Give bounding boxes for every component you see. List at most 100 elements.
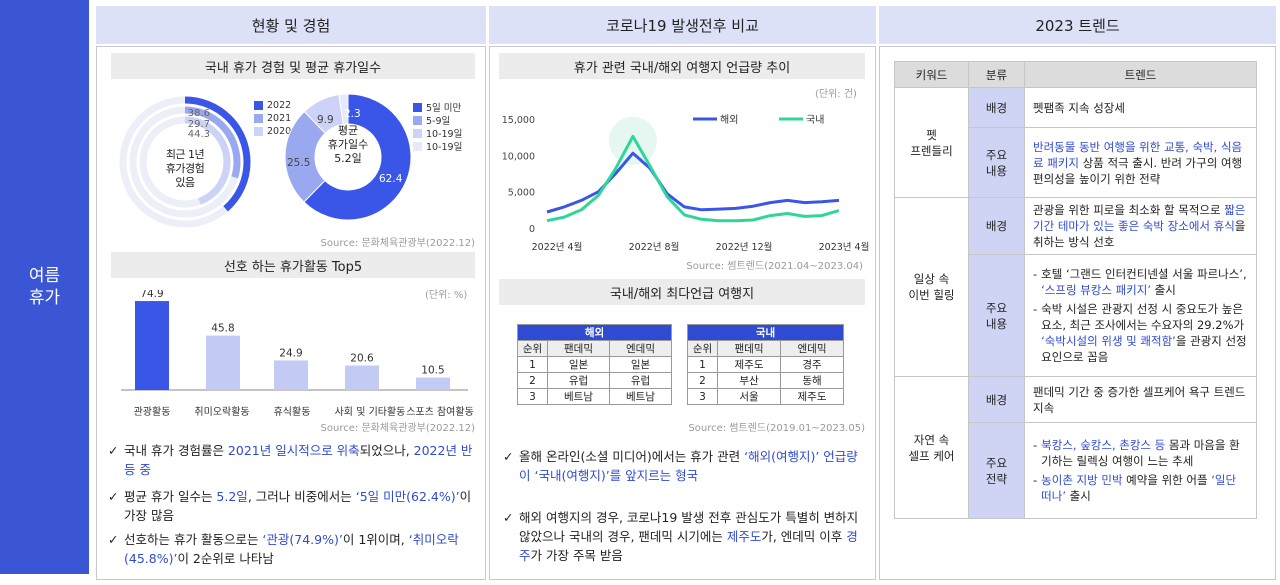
summary-bullet: ✓ 선호하는 휴가 활동으로는 ‘관광(74.9%)’이 1위이며, ‘취미오락(… xyxy=(108,530,480,568)
ring-legend-2022: 2022 xyxy=(254,100,291,111)
domestic-header-endemic: 엔데믹 xyxy=(780,340,844,357)
y-tick-3: 15,000 xyxy=(502,115,535,126)
ring-value-2022: 38.6 xyxy=(187,108,210,119)
table-section-title: 국내/해외 최다언급 여행지 xyxy=(499,279,865,305)
line-legend-domestic: 국내 xyxy=(806,114,824,126)
domestic-cell: 제주도 xyxy=(717,356,781,373)
bar-unit: (단위: %) xyxy=(425,290,468,301)
trend-category: 주요 내용 xyxy=(968,254,1025,377)
domestic-cell: 3 xyxy=(687,388,718,405)
domestic-header-rank: 순위 xyxy=(687,340,718,357)
domestic-row: 3 서울 제주도 xyxy=(687,388,844,405)
bar-5 xyxy=(416,377,450,390)
x-tick-2: 2022년 12월 xyxy=(716,241,773,253)
domestic-header-pandemic: 팬데믹 xyxy=(717,340,781,357)
donut-section-title: 국내 휴가 경험 및 평균 휴가일수 xyxy=(111,53,475,79)
trend-header-trend: 트렌드 xyxy=(1024,61,1257,88)
overseas-table-title: 해외 xyxy=(517,324,672,341)
overseas-header-endemic: 엔데믹 xyxy=(609,340,672,357)
line-source: Source: 썸트렌드(2021.04~2023.04) xyxy=(686,261,863,272)
bar-category-1: 관광활동 xyxy=(133,407,171,418)
overseas-cell: 일본 xyxy=(547,356,610,373)
bullet-text: 선호하는 휴가 활동으로는 ‘관광(74.9%)’이 1위이며, ‘취미오락(4… xyxy=(124,532,459,566)
trend-description: 반려동물 동반 여행을 위한 교통, 숙박, 식음료 패키지 상품 적극 출시.… xyxy=(1024,127,1257,198)
bar-1 xyxy=(135,301,169,390)
bar-category-3: 휴식활동 xyxy=(273,407,311,418)
check-icon: ✓ xyxy=(503,510,514,525)
ring-value-2020: 44.3 xyxy=(187,129,210,140)
column-header-covid: 코로나19 발생전후 비교 xyxy=(489,6,876,44)
check-icon: ✓ xyxy=(108,532,119,547)
column-header-trend: 2023 트렌드 xyxy=(879,6,1276,44)
domestic-cell: 1 xyxy=(687,356,718,373)
ring-arc-2021 xyxy=(129,106,241,218)
overseas-cell: 베트남 xyxy=(609,388,672,405)
pie-center-label: 평균 휴가일수 5.2일 xyxy=(327,124,369,165)
bar-value-2: 45.8 xyxy=(211,323,234,335)
domestic-row: 2 부산 동해 xyxy=(687,372,844,389)
trend-header-category: 분류 xyxy=(968,61,1025,88)
trend-category: 주요 내용 xyxy=(968,127,1025,198)
overseas-row: 2 유럽 유럽 xyxy=(517,372,672,389)
domestic-cell: 경주 xyxy=(780,356,844,373)
overseas-cell: 유럽 xyxy=(547,372,610,389)
domestic-table: 국내 순위 팬데믹 엔데믹 1 제주도 경주 2 부산 동해 3 서울 제주도 xyxy=(687,324,844,405)
donut-source: Source: 문화체육관광부(2022.12) xyxy=(320,238,475,249)
pie-value-4: 2.3 xyxy=(344,108,361,120)
bar-value-3: 24.9 xyxy=(279,347,302,359)
domestic-cell: 제주도 xyxy=(780,388,844,405)
line-section-title: 휴가 관련 국내/해외 여행지 언급량 추이 xyxy=(499,53,865,79)
summary-bullet: ✓ 평균 휴가 일수는 5.2일, 그러나 비중에서는 ‘5일 미만(62.4%)… xyxy=(108,487,480,525)
domestic-table-title: 국내 xyxy=(687,324,844,341)
pie-chart xyxy=(284,93,412,221)
trend-list-item: - 농이촌 지방 민박 예약을 위한 어플 ‘일단 떠나’ 출시 xyxy=(1033,473,1237,503)
pie-value-2: 25.5 xyxy=(287,157,311,169)
season-label: 여름 휴가 xyxy=(0,0,89,574)
bar-category-5: 스포츠 참여활동 xyxy=(406,407,474,418)
overseas-cell: 일본 xyxy=(609,356,672,373)
trend-description: 팬데믹 기간 중 증가한 셀프케어 욕구 트렌드 지속 xyxy=(1024,376,1257,423)
summary-bullet: ✓ 해외 여행지의 경우, 코로나19 발생 전후 관심도가 특별히 변하지 않았… xyxy=(503,508,865,565)
bullet-text: 국내 휴가 경험률은 2021년 일시적으로 위축되었으나, 2022년 반등 … xyxy=(124,443,473,477)
line-unit: (단위: 건) xyxy=(815,89,857,100)
bar-3 xyxy=(274,360,308,390)
overseas-row: 1 일본 일본 xyxy=(517,356,672,373)
overseas-cell: 유럽 xyxy=(609,372,672,389)
trend-list-item: - 숙박 시설은 관광지 선정 시 중요도가 높은 요소, 최근 조사에서는 수요… xyxy=(1033,302,1247,364)
ring-arc-2022 xyxy=(119,96,251,228)
trend-keyword: 자연 속 셀프 케어 xyxy=(894,376,969,519)
check-icon: ✓ xyxy=(108,489,119,504)
domestic-cell: 서울 xyxy=(717,388,781,405)
y-tick-2: 10,000 xyxy=(502,151,535,162)
trend-list-item: - 호텔 ‘그랜드 인터컨티넨셜 서울 파르나스’, ‘스프링 뷰캉스 패키지’ … xyxy=(1033,267,1247,297)
y-tick-1: 5,000 xyxy=(508,188,535,199)
summary-bullet: ✓ 국내 휴가 경험률은 2021년 일시적으로 위축되었으나, 2022년 반등… xyxy=(108,441,480,479)
ring-legend-2020: 2020 xyxy=(254,126,291,137)
bar-source: Source: 문화체육관광부(2022.12) xyxy=(320,423,475,434)
trend-description: 펫팸족 지속 성장세 xyxy=(1024,87,1257,128)
ring-center-label: 최근 1년 휴가경험 있음 xyxy=(165,148,205,189)
bullet-text: 올해 온라인(소셜 미디어)에서는 휴가 관련 ‘해외(여행지)’ 언급량이 ‘… xyxy=(519,449,858,483)
bar-category-4: 사회 및 기타활동 xyxy=(334,407,406,418)
bar-chart: 74.9 45.8 24.9 20.6 10.5 xyxy=(121,290,468,391)
line-series-domestic xyxy=(546,134,840,223)
domestic-cell: 동해 xyxy=(780,372,844,389)
bullet-text: 평균 휴가 일수는 5.2일, 그러나 비중에서는 ‘5일 미만(62.4%)’… xyxy=(124,489,472,523)
x-tick-1: 2022년 8월 xyxy=(629,241,680,253)
trend-row: 일상 속 이번 힐링 배경 관광을 위한 피로을 최소화 할 목적으로 짧은 기간 … xyxy=(894,197,1257,377)
trend-table: 키워드 분류 트렌드 펫 프렌들리 배경 펫팸족 지속 성장세 주요 내용 반려동물 동… xyxy=(894,61,1257,519)
domestic-row: 1 제주도 경주 xyxy=(687,356,844,373)
trend-description: - 호텔 ‘그랜드 인터컨티넨셜 서울 파르나스’, ‘스프링 뷰캉스 패키지’ … xyxy=(1024,254,1257,377)
bar-category-2: 취미오락활동 xyxy=(194,407,250,418)
pie-legend-3: 10-19일 xyxy=(413,126,462,140)
pie-legend-1: 5일 미만 xyxy=(413,100,461,114)
ring-value-2021: 29.7 xyxy=(187,118,210,130)
pie-value-1: 62.4 xyxy=(379,173,403,185)
x-tick-0: 2022년 4월 xyxy=(532,241,583,253)
bar-value-5: 10.5 xyxy=(421,365,444,377)
bar-section-title: 선호 하는 휴가활동 Top5 xyxy=(111,252,475,278)
summary-bullet: ✓ 올해 온라인(소셜 미디어)에서는 휴가 관련 ‘해외(여행지)’ 언급량이 … xyxy=(503,447,865,485)
trend-keyword: 일상 속 이번 힐링 xyxy=(894,197,969,377)
domestic-cell: 2 xyxy=(687,372,718,389)
pie-value-3: 9.9 xyxy=(317,114,334,126)
